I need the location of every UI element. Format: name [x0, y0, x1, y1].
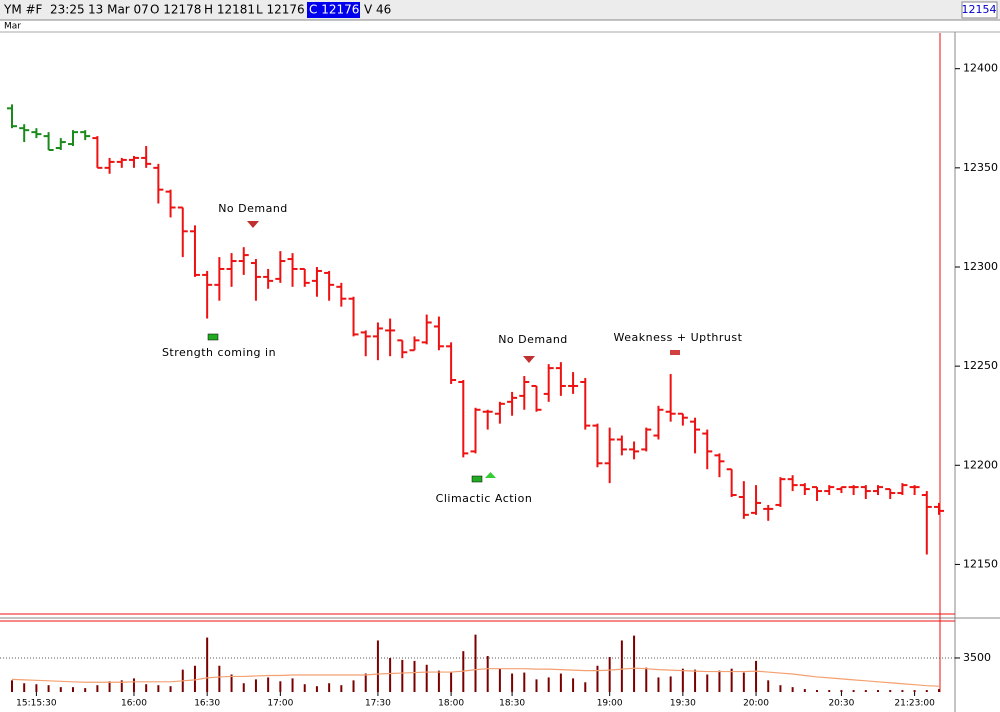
annotation: Strength coming in: [162, 346, 276, 359]
volume: V 46: [364, 3, 391, 17]
annotation-marker: [247, 221, 259, 228]
x-tick-label: 18:00: [438, 699, 464, 709]
contract: Mar: [4, 22, 21, 32]
time: 23:25: [50, 3, 85, 17]
close: C 12176: [309, 3, 359, 17]
last-price: 12154: [962, 3, 997, 16]
annotation-marker: [523, 356, 535, 363]
y-tick-label: 12300: [963, 260, 998, 273]
annotation-marker: [471, 475, 483, 483]
close-highlight: [307, 2, 360, 18]
x-tick-label: 20:00: [743, 699, 769, 709]
annotation-marker: [670, 350, 680, 355]
x-tick-label: 19:30: [670, 699, 696, 709]
annotation: No Demand: [218, 202, 288, 215]
x-tick-label: 17:00: [267, 699, 293, 709]
date: 13 Mar 07: [88, 3, 149, 17]
y-tick-label: 12400: [963, 62, 998, 75]
x-tick-label: 16:00: [121, 699, 147, 709]
y-tick-label: 12350: [963, 161, 998, 174]
symbol: YM #F: [3, 3, 43, 17]
annotation-marker: [207, 333, 219, 341]
y-tick-label: 12250: [963, 359, 998, 372]
x-tick-label: 15:15:30: [16, 699, 57, 709]
annotation-marker: [485, 472, 496, 478]
y-tick-label: 12150: [963, 557, 998, 570]
high: H 12181: [204, 3, 255, 17]
open: O 12178: [150, 3, 201, 17]
x-tick-label: 16:30: [194, 699, 220, 709]
x-tick-label: 19:00: [597, 699, 623, 709]
low: L 12176: [256, 3, 305, 17]
y-tick-label: 12200: [963, 458, 998, 471]
annotation: Climactic Action: [436, 492, 533, 505]
y-tick-label: 3500: [963, 651, 991, 664]
annotation: No Demand: [498, 333, 568, 346]
x-tick-label: 18:30: [499, 699, 525, 709]
volume-average: [11, 667, 940, 687]
last-box: [961, 1, 998, 19]
annotation: Weakness + Upthrust: [614, 331, 743, 344]
x-tick-label: 17:30: [365, 699, 391, 709]
x-tick-label: 20:30: [828, 699, 854, 709]
header-bar: [0, 0, 1000, 20]
x-tick-label: 21:23:00: [894, 699, 935, 709]
